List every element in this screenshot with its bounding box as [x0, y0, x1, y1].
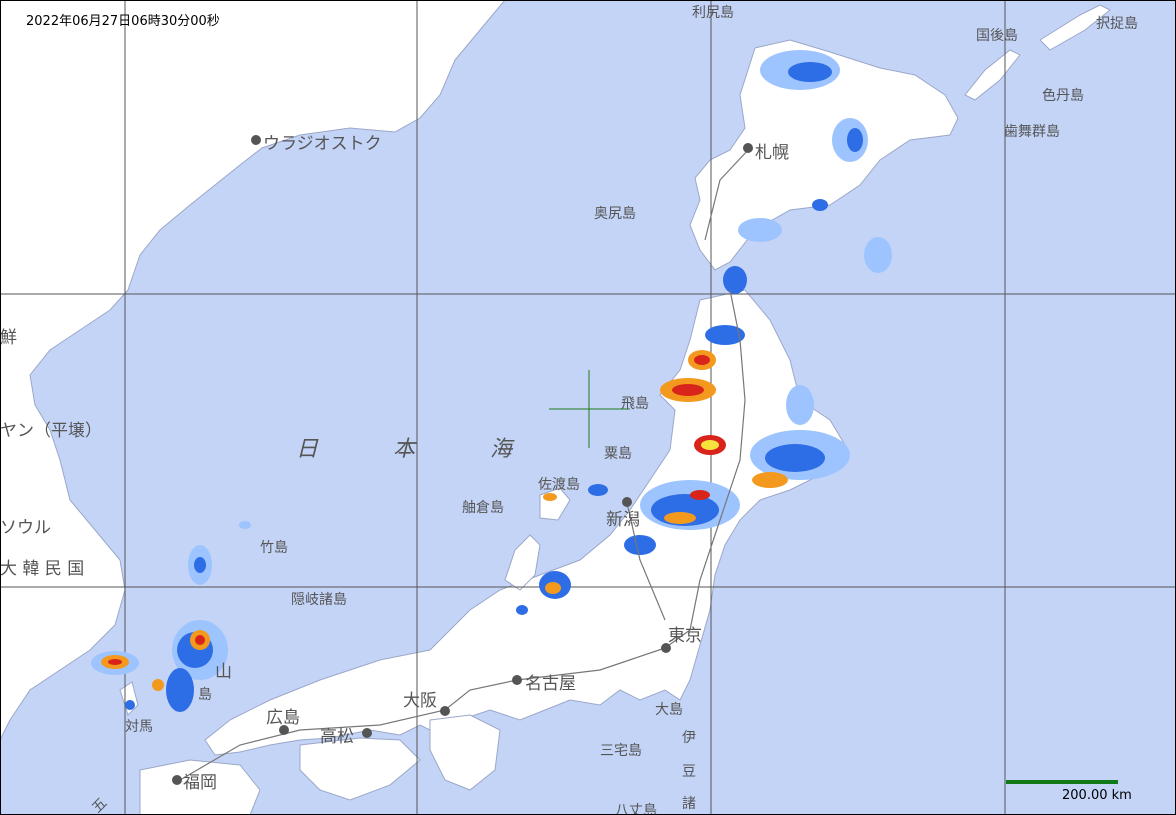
hokkaido-landmass — [689, 39, 959, 271]
label-izu-2: 豆 — [682, 764, 696, 780]
sea-label-char-1: 日 — [296, 437, 319, 462]
timestamp: 2022年06月27日06時30分00秒 — [26, 14, 220, 29]
precipitation-echoes — [91, 50, 892, 712]
label-niigata: 新潟 — [606, 510, 640, 530]
label-oshima: 大島 — [655, 702, 683, 718]
city-dot-vladivostok — [251, 135, 261, 145]
crosshair-marker — [549, 370, 630, 448]
label-osaka: 大阪 — [403, 691, 437, 711]
label-takamatsu: 高松 — [320, 727, 354, 747]
label-tobishima: 飛島 — [621, 396, 649, 412]
label-habomai: 歯舞群島 — [1004, 124, 1060, 140]
label-iki-fragment: 島 — [198, 687, 212, 703]
label-sapporo: 札幌 — [755, 143, 789, 163]
label-kunashiri: 国後島 — [976, 28, 1018, 44]
scale-bar — [1006, 780, 1118, 784]
scale-label: 200.00 km — [1062, 788, 1132, 803]
continent-landmass — [0, 0, 506, 741]
label-yamaguchi-fragment: 山 — [215, 662, 232, 682]
label-oki: 隠岐諸島 — [291, 592, 347, 608]
city-dot-osaka — [440, 706, 450, 716]
sea-label-char-3: 海 — [490, 437, 513, 462]
label-nagoya: 名古屋 — [525, 674, 576, 694]
shikoku-landmass — [299, 737, 421, 801]
city-dot-niigata — [622, 497, 632, 507]
kuril-islands — [964, 4, 1111, 101]
label-tokyo: 東京 — [668, 626, 702, 646]
label-seoul: ソウル — [0, 518, 51, 538]
city-dot-hiroshima — [279, 725, 289, 735]
city-dot-takamatsu — [362, 728, 372, 738]
kii-peninsula — [429, 714, 501, 791]
label-takeshima: 竹島 — [260, 540, 288, 556]
label-etorofu: 択捉島 — [1096, 16, 1138, 32]
label-pyongyang: ヤン（平壌） — [0, 421, 102, 441]
label-okushiri: 奥尻島 — [594, 206, 636, 222]
label-shikotan: 色丹島 — [1042, 88, 1084, 104]
label-hiroshima: 広島 — [266, 708, 300, 728]
label-tsushima: 対馬 — [125, 719, 153, 735]
sea-label-char-2: 本 — [393, 437, 416, 462]
label-izu-1: 伊 — [682, 730, 696, 746]
label-miyake: 三宅島 — [600, 743, 642, 759]
city-dot-nagoya — [512, 675, 522, 685]
label-awashima: 粟島 — [604, 446, 632, 462]
label-chosen: 鮮 — [0, 328, 17, 348]
label-korea: 大 韓 民 国 — [0, 559, 85, 579]
city-dot-tokyo — [661, 643, 671, 653]
label-hachijo: 八丈島 — [615, 803, 657, 815]
city-dot-fukuoka — [172, 775, 182, 785]
label-vladivostok: ウラジオストク — [263, 134, 382, 154]
noto-peninsula — [504, 534, 541, 591]
label-rishiri: 利尻島 — [692, 5, 734, 21]
label-hekurajima: 舳倉島 — [462, 500, 504, 516]
label-izu-3: 諸 — [682, 796, 696, 812]
label-fukuoka: 福岡 — [183, 773, 217, 793]
kyushu-landmass — [139, 759, 261, 815]
label-sado: 佐渡島 — [538, 477, 580, 493]
city-dot-sapporo — [743, 143, 753, 153]
tsushima-island — [119, 681, 139, 716]
